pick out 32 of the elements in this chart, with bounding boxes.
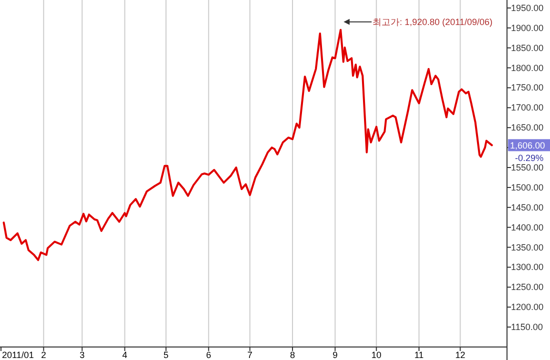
x-tick-label: 2 bbox=[41, 350, 46, 360]
y-tick-label: 1350.00 bbox=[511, 242, 544, 252]
y-tick-label: 1800.00 bbox=[511, 62, 544, 73]
y-tick-label: 1950.00 bbox=[511, 2, 544, 13]
y-tick-label: 1500.00 bbox=[511, 182, 544, 192]
y-tick-label: 1750.00 bbox=[511, 82, 544, 93]
y-tick-label: 1300.00 bbox=[511, 262, 544, 272]
y-tick-label: 1450.00 bbox=[511, 202, 544, 212]
x-tick-label: 8 bbox=[290, 350, 296, 360]
text: -0.29% bbox=[515, 153, 544, 164]
x-tick-label: 7 bbox=[247, 350, 252, 360]
y-tick-label: 1700.00 bbox=[511, 102, 544, 113]
x-tick-label: 3 bbox=[80, 350, 85, 360]
y-tick-label: 1650.00 bbox=[511, 122, 544, 133]
x-tick-label: 5 bbox=[163, 350, 169, 360]
x-tick-label: 11 bbox=[414, 350, 424, 360]
y-tick-label: 1400.00 bbox=[511, 222, 544, 232]
x-tick-label: 9 bbox=[332, 350, 338, 360]
x-tick-label: 2011/01 bbox=[2, 350, 34, 360]
y-tick-label: 1250.00 bbox=[511, 282, 544, 292]
x-tick-label: 6 bbox=[206, 350, 212, 360]
y-tick-label: 1850.00 bbox=[511, 42, 544, 53]
y-tick-label: 1900.00 bbox=[511, 22, 544, 33]
x-tick-label: 12 bbox=[455, 350, 466, 360]
y-tick-label: 1200.00 bbox=[511, 302, 544, 312]
text: 1,606.00 bbox=[510, 140, 546, 151]
x-tick-label: 4 bbox=[122, 350, 128, 360]
y-tick-label: 1550.00 bbox=[511, 162, 544, 173]
x-tick-label: 10 bbox=[371, 350, 382, 360]
line-series bbox=[2, 28, 493, 262]
annotation: 최고가: 1,920.80 (2011/09/06) bbox=[372, 16, 493, 27]
y-tick-label: 1150.00 bbox=[511, 322, 543, 332]
